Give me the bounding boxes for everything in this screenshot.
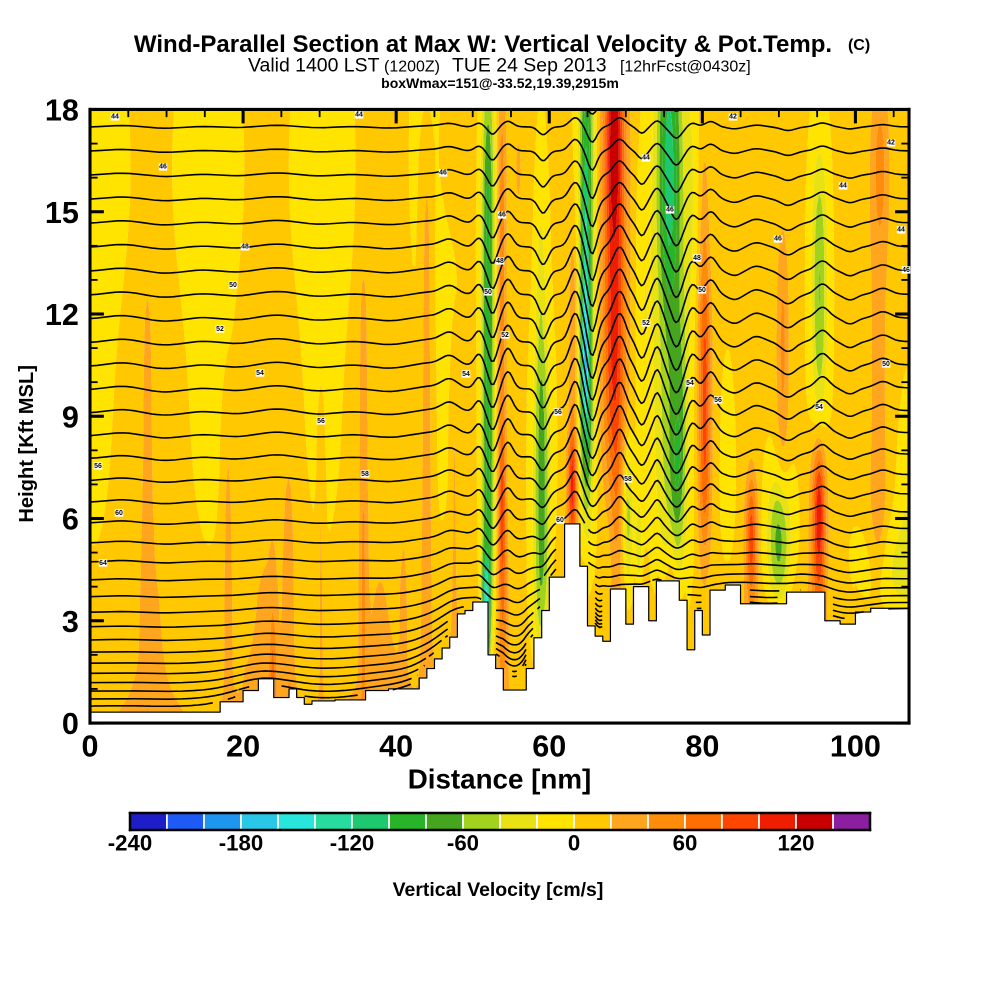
svg-text:Valid 1400 LST: Valid 1400 LST	[248, 55, 380, 77]
svg-text:48: 48	[693, 255, 701, 262]
svg-text:54: 54	[815, 404, 823, 411]
svg-text:Vertical Velocity [cm/s]: Vertical Velocity [cm/s]	[393, 879, 604, 901]
svg-text:100: 100	[830, 729, 881, 763]
svg-text:58: 58	[624, 476, 632, 483]
svg-text:46: 46	[439, 170, 447, 177]
svg-text:15: 15	[45, 196, 79, 230]
svg-text:54: 54	[686, 380, 694, 387]
svg-text:Distance [nm]: Distance [nm]	[408, 763, 592, 794]
svg-text:56: 56	[714, 397, 722, 404]
svg-text:60: 60	[115, 510, 123, 517]
svg-text:44: 44	[355, 112, 363, 119]
svg-text:58: 58	[361, 471, 369, 478]
svg-text:64: 64	[99, 560, 107, 567]
svg-text:TUE 24 Sep 2013: TUE 24 Sep 2013	[452, 55, 607, 77]
svg-text:50: 50	[484, 289, 492, 296]
svg-text:52: 52	[642, 320, 650, 327]
svg-text:Height [Kft MSL]: Height [Kft MSL]	[16, 365, 38, 523]
svg-text:46: 46	[666, 207, 674, 214]
svg-text:80: 80	[685, 729, 719, 763]
svg-text:52: 52	[501, 332, 509, 339]
svg-text:42: 42	[887, 140, 895, 147]
svg-text:0: 0	[62, 707, 79, 741]
svg-text:46: 46	[902, 267, 910, 274]
svg-text:60: 60	[532, 729, 566, 763]
svg-text:60: 60	[556, 517, 564, 524]
svg-text:44: 44	[111, 114, 119, 121]
svg-text:20: 20	[226, 729, 260, 763]
svg-text:40: 40	[379, 729, 413, 763]
svg-text:-120: -120	[330, 830, 374, 855]
svg-text:56: 56	[554, 409, 562, 416]
svg-text:(C): (C)	[848, 37, 870, 54]
svg-text:48: 48	[496, 258, 504, 265]
svg-text:48: 48	[241, 244, 249, 251]
svg-text:56: 56	[317, 418, 325, 425]
svg-text:50: 50	[882, 361, 890, 368]
svg-text:-180: -180	[219, 830, 263, 855]
svg-text:42: 42	[729, 114, 737, 121]
svg-text:Wind-Parallel Section at Max W: Wind-Parallel Section at Max W: Vertical…	[134, 31, 832, 58]
svg-text:(1200Z): (1200Z)	[384, 59, 440, 76]
svg-text:44: 44	[642, 155, 650, 162]
svg-text:44: 44	[897, 227, 905, 234]
svg-text:120: 120	[777, 830, 814, 855]
svg-text:boxWmax=151@-33.52,19.39,2915m: boxWmax=151@-33.52,19.39,2915m	[381, 75, 619, 91]
svg-text:0: 0	[82, 729, 99, 763]
svg-text:46: 46	[159, 164, 167, 171]
svg-text:0: 0	[568, 830, 580, 855]
svg-text:54: 54	[256, 370, 264, 377]
svg-text:50: 50	[698, 287, 706, 294]
svg-text:6: 6	[62, 503, 79, 537]
svg-text:44: 44	[839, 183, 847, 190]
svg-text:46: 46	[774, 236, 782, 243]
svg-text:-60: -60	[447, 830, 479, 855]
svg-text:9: 9	[62, 400, 79, 434]
svg-text:3: 3	[62, 605, 79, 639]
svg-text:[12hrFcst@0430z]: [12hrFcst@0430z]	[620, 59, 751, 76]
svg-text:56: 56	[94, 463, 102, 470]
svg-text:46: 46	[498, 212, 506, 219]
svg-text:50: 50	[229, 282, 237, 289]
svg-text:12: 12	[45, 298, 79, 332]
svg-text:18: 18	[45, 94, 79, 128]
svg-text:60: 60	[673, 830, 698, 855]
svg-text:54: 54	[462, 371, 470, 378]
svg-text:52: 52	[216, 326, 224, 333]
svg-text:-240: -240	[108, 830, 152, 855]
